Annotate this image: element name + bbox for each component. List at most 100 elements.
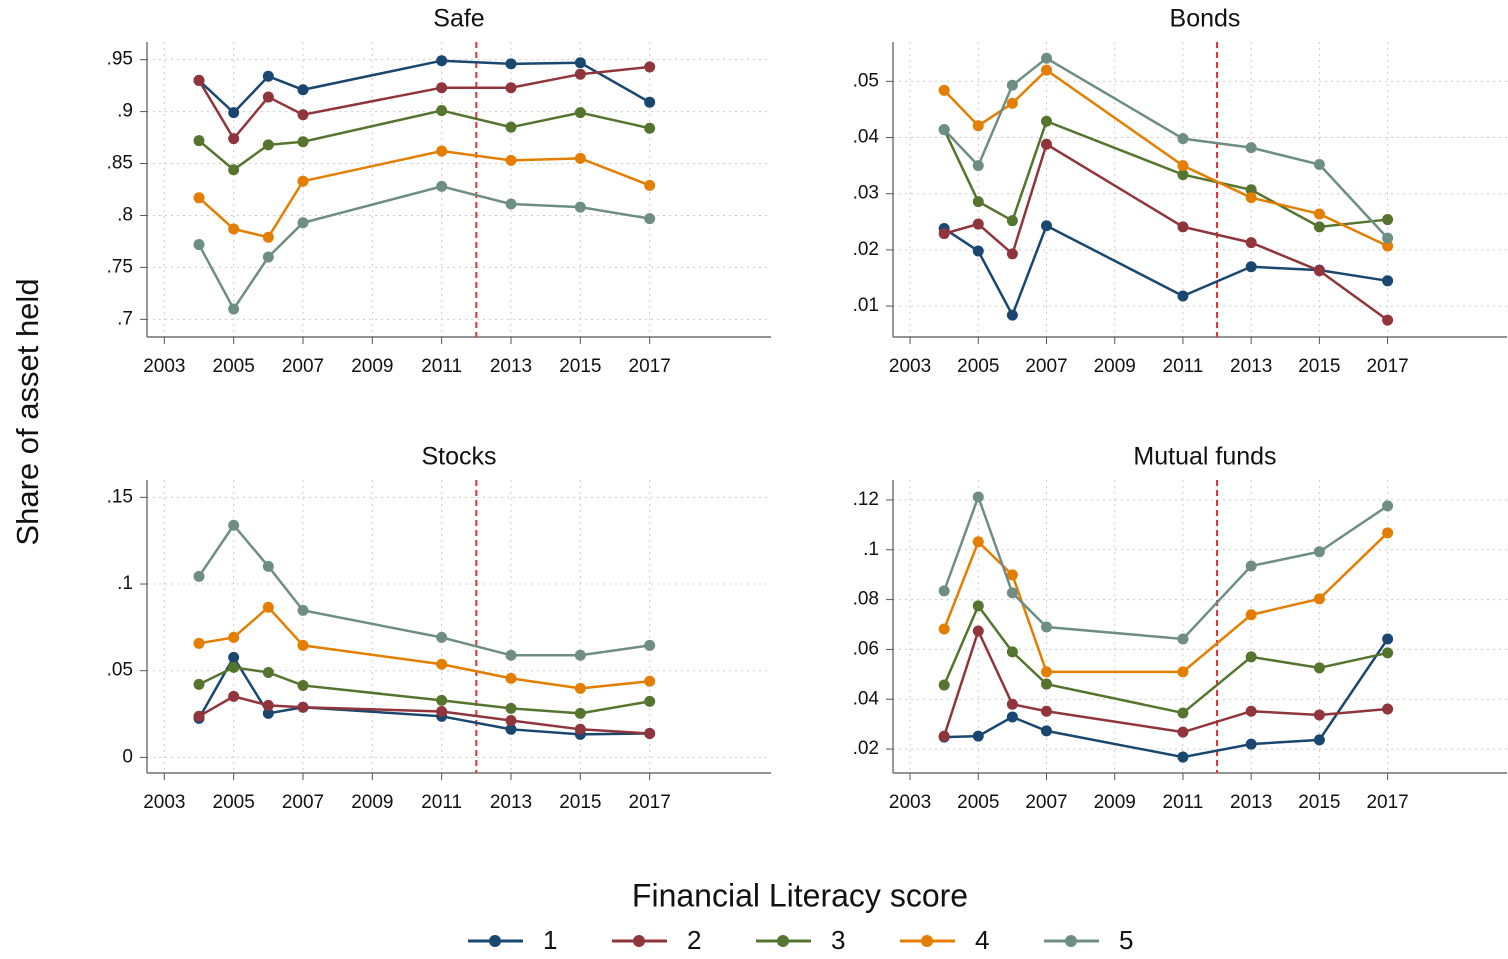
data-point — [644, 727, 656, 739]
data-point — [228, 133, 240, 145]
data-point — [972, 600, 984, 612]
data-point — [1006, 698, 1018, 710]
data-point — [436, 55, 448, 67]
y-tick-label: .02 — [853, 239, 879, 260]
data-point — [1041, 725, 1052, 737]
data-point — [1177, 666, 1189, 678]
data-point — [436, 705, 448, 717]
x-tick-label: 2013 — [490, 356, 532, 377]
data-point — [262, 231, 274, 243]
data-point — [193, 135, 205, 147]
y-tick-label: .05 — [107, 660, 133, 681]
x-tick-label: 2009 — [1094, 356, 1136, 377]
data-point — [644, 61, 656, 73]
data-point — [1313, 221, 1325, 233]
x-tick-label: 2009 — [351, 792, 393, 813]
data-point — [574, 723, 586, 735]
data-point — [1382, 703, 1394, 715]
data-point — [938, 84, 950, 96]
data-point — [1006, 309, 1018, 321]
data-point — [938, 124, 950, 136]
series-line — [942, 493, 1389, 641]
data-point — [228, 107, 240, 119]
x-tick-label: 2011 — [421, 792, 462, 813]
data-point — [297, 175, 309, 187]
x-tick-label: 2009 — [1094, 792, 1136, 813]
data-point — [1006, 97, 1018, 109]
data-point — [1041, 52, 1052, 64]
data-point — [1177, 633, 1189, 645]
data-point — [972, 120, 984, 132]
x-tick-label: 2013 — [1230, 356, 1272, 377]
data-point — [1006, 79, 1018, 91]
data-point — [505, 198, 517, 210]
data-point — [1041, 678, 1052, 690]
x-tick-label: 2007 — [1025, 356, 1067, 377]
data-point — [1313, 734, 1325, 746]
data-point — [574, 68, 586, 80]
x-tick-label: 2015 — [1298, 792, 1340, 813]
data-point — [1006, 569, 1018, 581]
y-tick-label: .04 — [853, 688, 880, 709]
x-tick-label: 2005 — [957, 792, 999, 813]
y-tick-label: .9 — [117, 101, 133, 122]
data-point — [436, 631, 448, 643]
data-point — [972, 218, 984, 230]
series-line — [197, 523, 650, 657]
panel-title: Bonds — [1170, 5, 1241, 33]
data-point — [972, 536, 984, 548]
y-tick-label: .12 — [853, 489, 879, 510]
data-point — [505, 82, 517, 94]
data-point — [193, 192, 205, 204]
data-point — [262, 699, 274, 711]
data-point — [938, 679, 950, 691]
legend-label: 2 — [687, 925, 701, 955]
data-point — [297, 639, 309, 651]
x-tick-label: 2011 — [421, 356, 462, 377]
data-point — [262, 139, 274, 151]
series-line — [198, 666, 650, 715]
data-point — [1041, 138, 1052, 150]
y-tick-label: .85 — [107, 153, 133, 174]
data-point — [1177, 751, 1189, 763]
y-tick-label: .8 — [117, 204, 133, 225]
data-point — [1313, 593, 1325, 605]
data-point — [1177, 221, 1189, 233]
data-point — [262, 707, 274, 719]
data-point — [1382, 240, 1394, 252]
data-point — [1177, 169, 1189, 181]
legend-title: Financial Literacy score — [632, 877, 968, 913]
y-tick-label: .95 — [107, 49, 133, 70]
data-point — [1245, 192, 1257, 204]
data-point — [972, 730, 984, 742]
data-point — [644, 675, 656, 687]
legend-label: 1 — [543, 925, 557, 955]
data-point — [574, 707, 586, 719]
data-point — [574, 201, 586, 213]
x-tick-label: 2015 — [1298, 356, 1340, 377]
data-point — [193, 637, 205, 649]
data-point — [297, 136, 309, 148]
x-tick-label: 2011 — [1163, 356, 1204, 377]
data-point — [972, 491, 984, 503]
data-point — [1245, 184, 1257, 196]
x-tick-label: 2009 — [351, 356, 393, 377]
data-point — [574, 57, 586, 69]
data-point — [1382, 314, 1394, 326]
data-point — [1382, 275, 1394, 287]
data-point — [228, 661, 240, 673]
series-line — [197, 654, 650, 736]
data-point — [972, 160, 984, 172]
data-point — [1177, 707, 1189, 719]
data-point — [1245, 705, 1257, 717]
data-point — [297, 217, 309, 229]
data-point — [1245, 142, 1257, 154]
y-axis-label: Share of asset held — [10, 278, 45, 545]
data-point — [644, 695, 656, 707]
data-point — [228, 303, 240, 315]
y-tick-label: 0 — [122, 746, 133, 767]
legend-label: 5 — [1119, 925, 1133, 955]
y-tick-label: .7 — [117, 308, 133, 329]
x-tick-label: 2005 — [213, 792, 255, 813]
series-line — [197, 185, 650, 312]
